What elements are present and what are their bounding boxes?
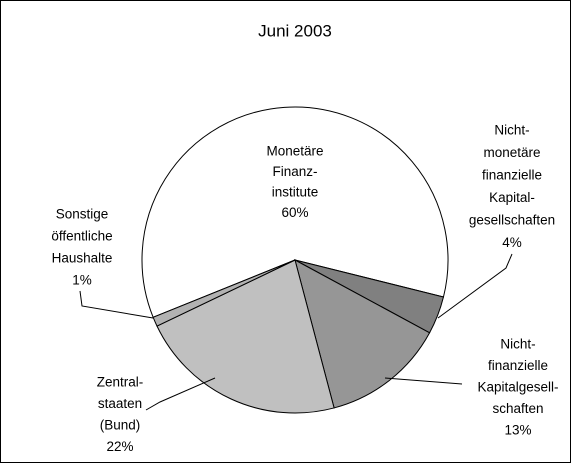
leader-line [437, 253, 513, 319]
leader-line [384, 377, 463, 385]
value-label: 4% [502, 235, 522, 250]
slice-label: (Bund) [100, 418, 141, 433]
slice-label: Nicht- [494, 123, 529, 138]
pie-slice [294, 259, 431, 409]
chart-title: Juni 2003 [258, 21, 332, 40]
slice-label: Kapital- [489, 190, 535, 205]
slice-label: öffentliche [51, 229, 112, 244]
slice-label: Zentral- [97, 375, 144, 390]
pie-slice [156, 259, 335, 414]
slice-label: schaften [492, 401, 543, 416]
leader-line [79, 290, 154, 319]
pie-slice [152, 259, 296, 327]
slice-label: gesellschaften [469, 213, 555, 228]
slice-label: Monetäre [266, 144, 323, 159]
slice-label: institute [272, 185, 319, 200]
leader-line [145, 377, 216, 411]
slice-label: staaten [98, 396, 142, 411]
slice-label: Haushalte [52, 251, 113, 266]
slice-label: finanzielle [482, 168, 542, 183]
slice-label: Kapitalgesell- [477, 380, 558, 395]
value-label: 13% [504, 423, 531, 438]
slice-label: monetäre [483, 145, 540, 160]
pie-slice [141, 106, 449, 318]
slice-label: Finanz- [272, 164, 317, 179]
slice-label: Sonstige [56, 207, 109, 222]
slice-label: Nicht- [500, 337, 535, 352]
value-label: 1% [72, 273, 92, 288]
slice-label: finanzielle [488, 358, 548, 373]
value-label: 22% [106, 439, 133, 454]
value-label: 60% [281, 205, 308, 220]
